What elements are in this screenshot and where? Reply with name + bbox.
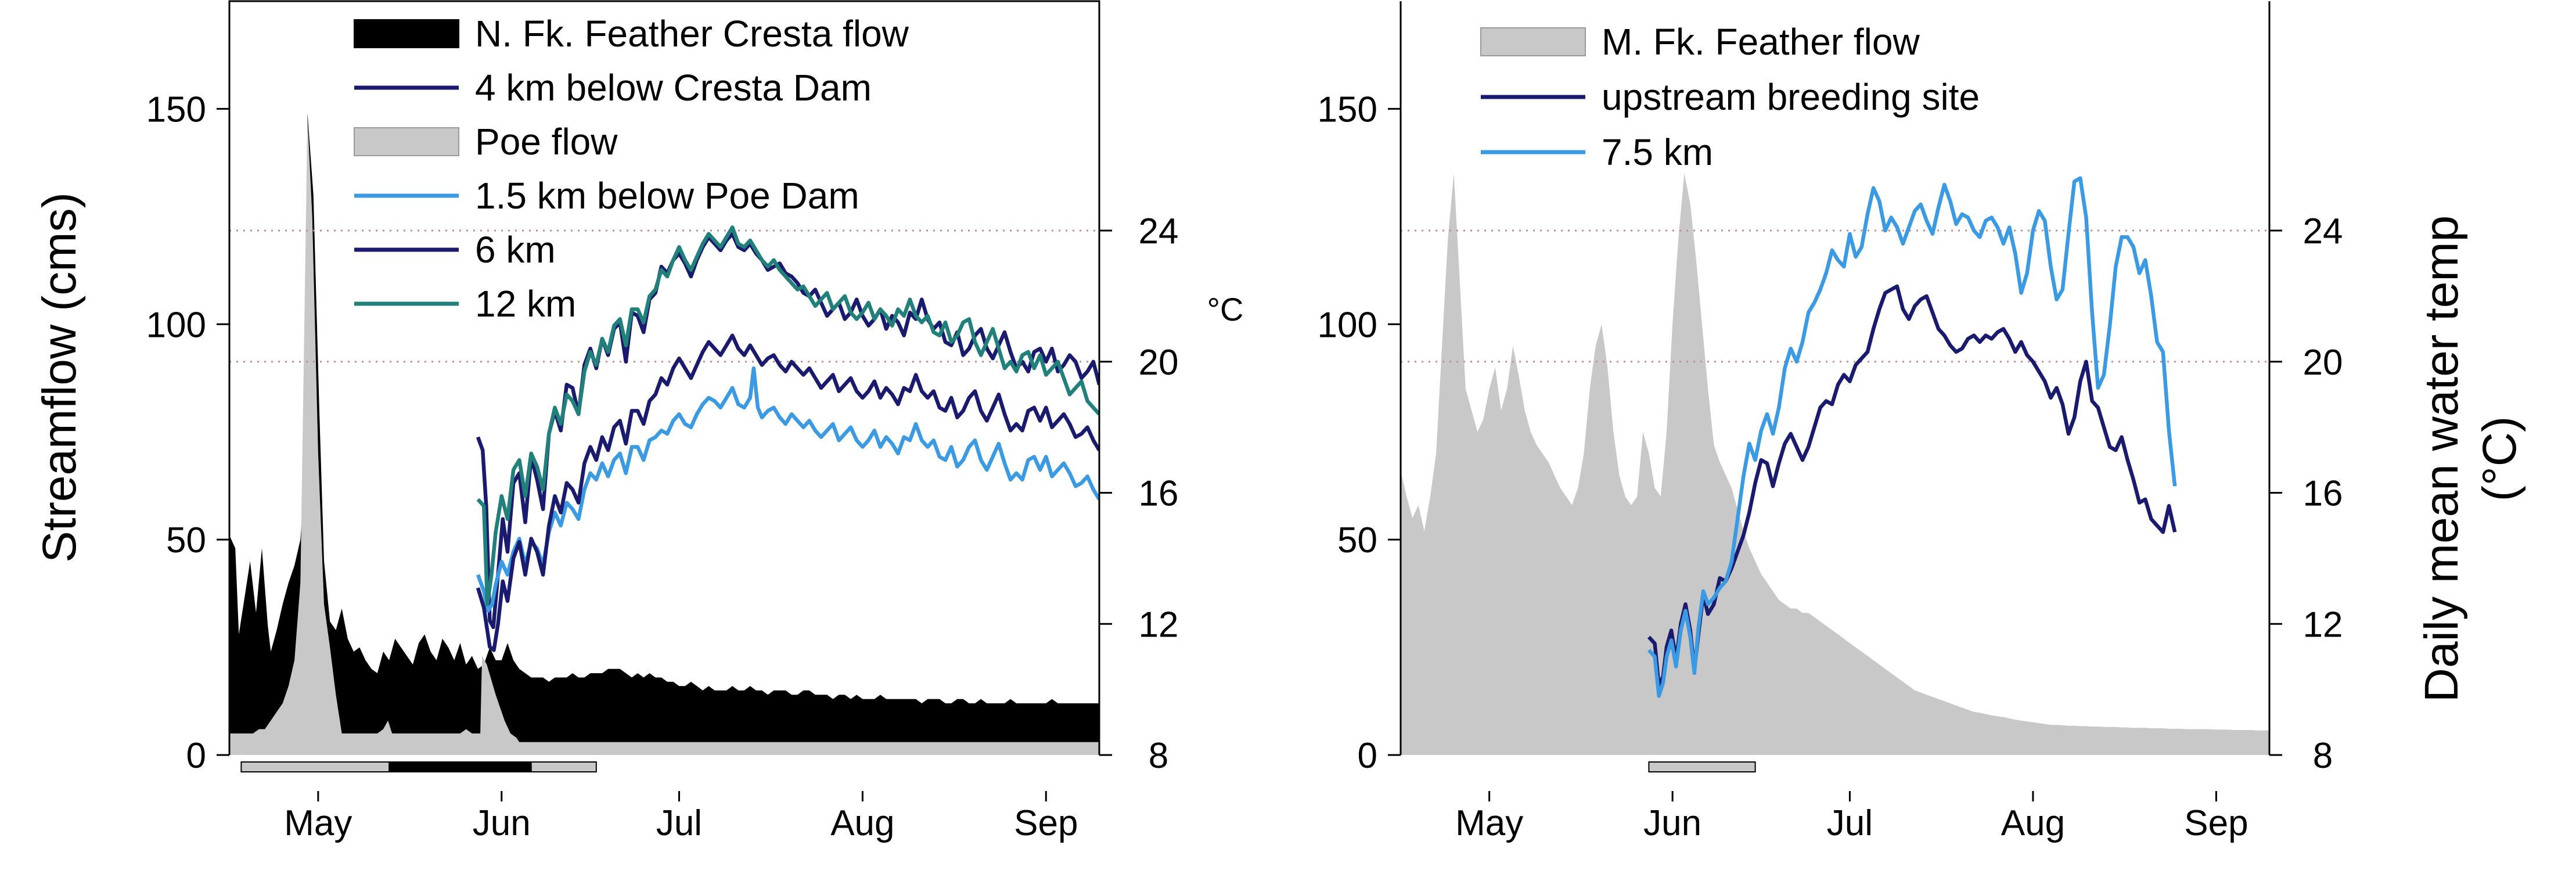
y2-tick-label-12: 12 [2303,605,2343,645]
x-tick-label-jun: Jun [1643,803,1701,843]
legend-label-1-5-km-below-poe-dam: 1.5 km below Poe Dam [475,175,859,217]
left-x-axis-ticks: May Jun Jul Aug Sep [284,791,1078,843]
left-y2-axis-unit: °C [1207,291,1244,328]
x-tick-label-sep: Sep [2184,803,2248,843]
left-panel: 0 50 100 150 8 12 16 20 24 May Jun Jul Aug Sep N. F… [33,0,1244,843]
temp-line-12-km [476,225,1099,606]
x-tick-label-jun: Jun [473,803,531,843]
right-y2-axis-title-line1: Daily mean water temp [2415,215,2468,703]
y2-tick-label-16: 16 [1139,474,1179,514]
left-legend: N. Fk. Feather Cresta flow 4 km below Cre… [354,13,909,325]
left-plot-frame [228,0,1100,755]
right-period-bars [1648,761,1756,772]
temp-line-1-5-km-below-poe-dam [476,366,1099,613]
right-y2-axis-title: Daily mean water temp (°C) [2415,215,2526,703]
y2-tick-label-16: 16 [2303,474,2343,514]
legend-label-12-km: 12 km [475,283,576,325]
legend-label-n-fk-feather-cresta-flow: N. Fk. Feather Cresta flow [475,13,909,55]
right-panel: 0 50 100 150 8 12 16 20 24 May Jun Jul Aug Sep M. F… [1318,1,2526,843]
right-flow-areas [1401,173,2269,755]
left-y2-axis-ticks: 8 12 16 20 24 [1099,211,1178,776]
temp-line-6-km [476,333,1099,652]
legend-label-6-km: 6 km [475,229,556,271]
legend-swatch-n-fk-feather-cresta-flow [354,19,459,48]
y2-tick-label-20: 20 [1139,343,1179,383]
x-tick-label-aug: Aug [2001,803,2065,843]
x-tick-label-aug: Aug [830,803,894,843]
y2-tick-label-8: 8 [2313,736,2333,776]
legend-label-poe-flow: Poe flow [475,121,618,163]
y2-tick-label-20: 20 [2303,343,2343,383]
right-y2-axis-title-line2: (°C) [2473,416,2526,502]
legend-swatch-poe-flow [354,127,459,156]
right-reference-lines [1401,229,2269,363]
left-y-axis-title: Streamflow (cms) [33,192,86,563]
y2-tick-label-24: 24 [2303,211,2343,251]
right-legend: M. Fk. Feather flow upstream breeding sit… [1480,21,1980,173]
right-plot-frame [1399,1,2271,755]
period-bar-2 [388,761,532,772]
right-temperature-lines [1647,176,2177,698]
flow-area-poe-flow [229,117,1099,755]
y2-tick-label-12: 12 [1139,605,1179,645]
legend-label-m-fk-feather-flow: M. Fk. Feather flow [1602,21,1920,63]
right-x-axis-ticks: May Jun Jul Aug Sep [1455,791,2248,843]
y-tick-label-100: 100 [146,305,206,345]
temp-line-4-km-below-cresta-dam [476,232,1099,630]
left-period-bars [240,761,597,772]
x-tick-label-jul: Jul [1827,803,1873,843]
temp-line-upstream-breeding-site [1647,284,2177,688]
legend-label-upstream-breeding-site: upstream breeding site [1602,76,1980,118]
period-bar-1 [1648,761,1756,772]
y2-tick-label-24: 24 [1139,211,1179,251]
flow-area-m-fk-feather-flow [1401,173,2269,755]
left-flow-areas [229,113,1099,755]
right-y-axis-ticks: 0 50 100 150 [1318,89,1401,776]
y-tick-label-100: 100 [1318,305,1377,345]
legend-label-7-5-km: 7.5 km [1602,131,1713,173]
x-tick-label-sep: Sep [1014,803,1078,843]
y-tick-label-0: 0 [1358,736,1377,776]
x-tick-label-jul: Jul [656,803,702,843]
y-tick-label-0: 0 [186,736,206,776]
y-tick-label-50: 50 [166,520,206,560]
left-reference-lines [229,229,1099,363]
right-y2-axis-ticks: 8 12 16 20 24 [2269,211,2343,776]
temp-line-7-5-km [1647,176,2177,698]
y-tick-label-150: 150 [146,89,206,130]
x-tick-label-may: May [284,803,352,843]
legend-swatch-m-fk-feather-flow [1480,27,1586,56]
legend-label-4-km-below-cresta-dam: 4 km below Cresta Dam [475,67,872,109]
y2-tick-label-8: 8 [1149,736,1168,776]
left-temperature-lines [476,225,1099,652]
y-tick-label-50: 50 [1337,520,1377,560]
x-tick-label-may: May [1455,803,1523,843]
left-y-axis-ticks: 0 50 100 150 [146,89,229,776]
y-tick-label-150: 150 [1318,89,1377,130]
